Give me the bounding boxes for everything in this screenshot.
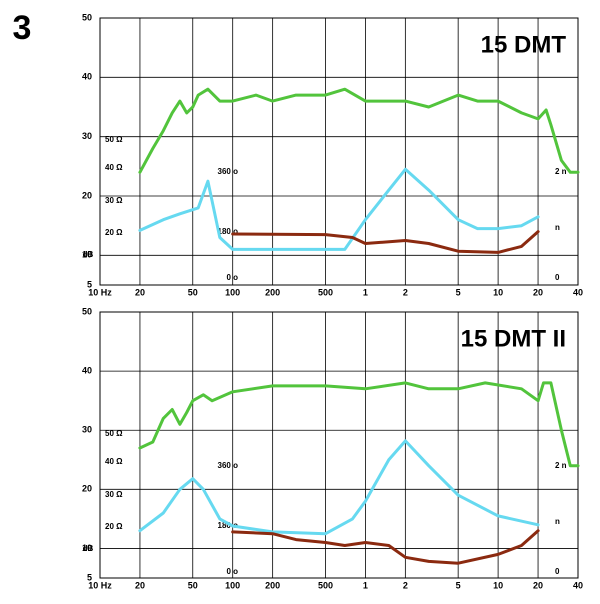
right-label: 0	[555, 273, 560, 282]
response-line	[138, 439, 540, 536]
y-tick-label: 10	[82, 250, 92, 260]
y-axis-label: dB	[83, 250, 94, 259]
x-tick-label: 40	[573, 287, 583, 297]
impedance-label: 50 Ω	[105, 135, 123, 144]
phase-label: 180 o	[218, 521, 239, 530]
x-tick-label: 20	[533, 580, 543, 590]
right-label: 2 n	[555, 167, 567, 176]
impedance-label: 30 Ω	[105, 196, 123, 205]
y-tick-label: 30	[82, 131, 92, 141]
x-tick-label: 1	[363, 287, 368, 297]
right-label: n	[555, 223, 560, 232]
response-line	[138, 381, 580, 468]
response-line	[138, 167, 540, 251]
phase-label: 360 o	[218, 167, 239, 176]
x-tick-label: 2	[403, 287, 408, 297]
x-tick-label: 500	[318, 580, 333, 590]
phase-label: 360 o	[218, 461, 239, 470]
impedance-label: 20 Ω	[105, 522, 123, 531]
impedance-label: 30 Ω	[105, 490, 123, 499]
x-tick-label: 20	[135, 287, 145, 297]
y-tick-label: 5	[87, 279, 92, 289]
y-tick-label: 50	[82, 306, 92, 316]
response-line	[138, 87, 580, 174]
x-tick-label: 5	[456, 580, 461, 590]
y-tick-label: 10	[82, 543, 92, 553]
x-tick-label: 10	[493, 287, 503, 297]
chart-title: 15 DMT	[481, 31, 567, 58]
x-tick-label: 5	[456, 287, 461, 297]
y-tick-label: 20	[82, 190, 92, 200]
x-tick-label: 1	[363, 580, 368, 590]
y-tick-label: 20	[82, 484, 92, 494]
impedance-label: 40 Ω	[105, 457, 123, 466]
x-tick-label: 2	[403, 580, 408, 590]
chart-title: 15 DMT II	[461, 325, 566, 352]
phase-label: 0 o	[226, 567, 238, 576]
impedance-label: 50 Ω	[105, 429, 123, 438]
x-tick-label: 10	[493, 580, 503, 590]
right-label: n	[555, 517, 560, 526]
right-label: 0	[555, 567, 560, 576]
x-tick-label: 10 Hz	[88, 287, 112, 297]
x-tick-label: 20	[135, 580, 145, 590]
phase-label: 0 o	[226, 273, 238, 282]
y-tick-label: 30	[82, 425, 92, 435]
x-tick-label: 50	[188, 580, 198, 590]
right-label: 2 n	[555, 461, 567, 470]
x-tick-label: 100	[225, 580, 240, 590]
x-tick-label: 20	[533, 287, 543, 297]
x-tick-label: 100	[225, 287, 240, 297]
x-tick-label: 10 Hz	[88, 580, 112, 590]
y-tick-label: 40	[82, 72, 92, 82]
x-tick-label: 500	[318, 287, 333, 297]
y-tick-label: 50	[82, 12, 92, 22]
x-tick-label: 200	[265, 580, 280, 590]
x-tick-label: 40	[573, 580, 583, 590]
figure-label: 3	[13, 9, 32, 47]
x-tick-label: 50	[188, 287, 198, 297]
y-axis-label: dB	[83, 544, 94, 553]
x-tick-label: 200	[265, 287, 280, 297]
response-line	[231, 529, 540, 565]
y-tick-label: 40	[82, 365, 92, 375]
impedance-label: 20 Ω	[105, 228, 123, 237]
response-line	[231, 230, 540, 254]
phase-label: 180 o	[218, 227, 239, 236]
impedance-label: 40 Ω	[105, 163, 123, 172]
y-tick-label: 5	[87, 572, 92, 582]
